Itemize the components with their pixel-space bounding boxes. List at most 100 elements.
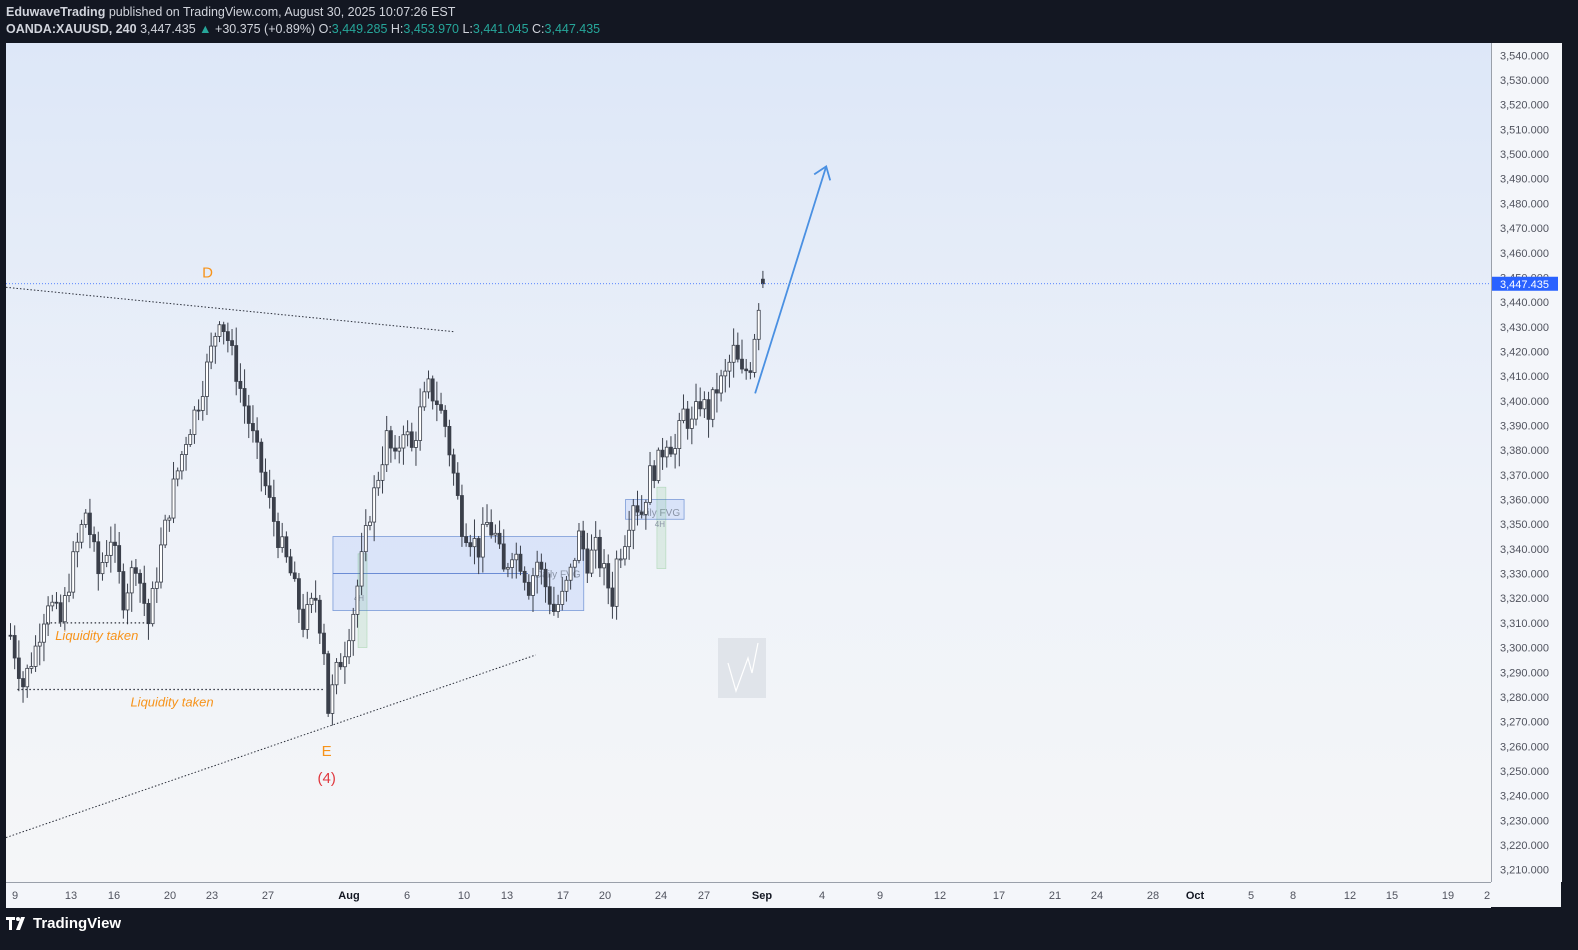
- open-label: O:: [318, 22, 332, 36]
- bear-candle: [142, 582, 147, 604]
- bull-candle: [506, 567, 510, 570]
- bear-candle: [539, 561, 544, 570]
- bull-candle: [422, 391, 427, 408]
- chart-plot-area[interactable]: Daily FVGDaily FVG4H4H Liquidity takenLi…: [6, 43, 1491, 882]
- bull-candle: [67, 591, 71, 597]
- bull-candle: [280, 536, 285, 548]
- bull-candle: [50, 601, 55, 607]
- time-tick-label: 27: [698, 890, 710, 902]
- time-tick-label: 19: [1442, 890, 1454, 902]
- close-label: C:: [532, 22, 545, 36]
- bear-candle: [552, 603, 556, 612]
- price-tick-label: 3,230.000: [1500, 815, 1549, 827]
- time-tick-label: Sep: [752, 890, 772, 902]
- bull-candle: [677, 420, 682, 449]
- bull-candle: [485, 522, 489, 525]
- bull-candle: [179, 454, 184, 472]
- time-tick-label: 20: [599, 890, 611, 902]
- price-tick-label: 3,460.000: [1500, 248, 1549, 260]
- bull-candle: [577, 530, 581, 561]
- bull-candle: [689, 418, 694, 429]
- bull-candle: [719, 375, 723, 394]
- low-label: L:: [462, 22, 473, 36]
- price-tick-label: 3,480.000: [1500, 198, 1549, 210]
- bull-candle: [556, 604, 560, 612]
- price-tick-label: 3,430.000: [1500, 322, 1549, 334]
- tradingview-logo[interactable]: TradingView: [6, 915, 121, 932]
- bear-candle: [276, 521, 280, 548]
- bear-candle: [430, 378, 435, 402]
- bull-candle: [397, 447, 402, 452]
- bear-candle: [246, 405, 251, 424]
- price-change: +30.375 (+0.89%): [215, 22, 316, 36]
- bear-candle: [8, 634, 13, 637]
- open-value: 3,449.285: [331, 22, 388, 36]
- author-name[interactable]: EduwaveTrading: [6, 5, 106, 19]
- bear-candle: [259, 441, 264, 473]
- bull-candle: [589, 549, 594, 574]
- current-price-badge: [1492, 276, 1558, 291]
- bull-candle: [694, 401, 698, 420]
- bear-candle: [501, 543, 506, 570]
- bull-candle: [702, 399, 707, 410]
- bear-candle: [322, 632, 326, 655]
- bear-candle: [669, 446, 673, 455]
- bull-candle: [602, 563, 606, 569]
- bull-candle: [752, 338, 757, 373]
- bear-candle: [146, 603, 151, 625]
- price-tick-label: 3,350.000: [1500, 519, 1549, 531]
- publish-line: EduwaveTrading published on TradingView.…: [6, 4, 600, 21]
- bear-candle: [113, 541, 117, 546]
- bull-candle: [418, 406, 423, 441]
- bull-candle: [347, 640, 351, 658]
- bull-candle: [167, 517, 172, 521]
- bull-candle: [405, 431, 410, 436]
- bull-candle: [681, 408, 686, 421]
- bear-candle: [585, 548, 590, 574]
- bull-candle: [727, 361, 732, 372]
- bull-candle: [372, 487, 377, 523]
- price-tick-label: 3,400.000: [1500, 396, 1549, 408]
- time-tick-label: 12: [1344, 890, 1356, 902]
- bull-candle: [568, 566, 573, 581]
- time-tick-label: 2: [1484, 890, 1490, 902]
- bear-candle: [606, 563, 611, 589]
- bear-candle: [196, 409, 201, 412]
- price-chart-svg[interactable]: Daily FVGDaily FVG4H4H Liquidity takenLi…: [6, 43, 1491, 882]
- bear-candle: [388, 430, 393, 449]
- bear-candle: [451, 454, 456, 474]
- bull-candle: [723, 370, 728, 377]
- wave-e-label: E: [322, 743, 332, 760]
- bull-candle: [154, 581, 159, 589]
- bear-candle: [288, 556, 293, 574]
- bull-candle: [33, 645, 38, 667]
- bull-candle: [380, 464, 385, 481]
- symbol-label[interactable]: OANDA:XAUUSD, 240: [6, 22, 137, 36]
- bear-candle: [543, 568, 548, 588]
- bear-candle: [740, 358, 744, 370]
- bull-candle: [175, 470, 180, 480]
- bear-candle: [121, 571, 126, 611]
- price-tick-label: 3,240.000: [1500, 791, 1549, 803]
- bull-candle: [593, 536, 598, 551]
- bear-candle: [284, 536, 289, 558]
- bear-candle: [238, 380, 243, 389]
- bear-candle: [489, 522, 494, 536]
- bull-candle: [209, 345, 214, 363]
- bear-candle: [497, 532, 502, 545]
- time-tick-label: 5: [1248, 890, 1254, 902]
- time-tick-label: 9: [877, 890, 883, 902]
- price-tick-label: 3,270.000: [1500, 717, 1549, 729]
- time-tick-label: 9: [12, 890, 18, 902]
- bull-candle: [108, 541, 113, 556]
- bear-candle: [744, 368, 749, 372]
- daily-fvg-label-2: Daily FVG: [635, 508, 681, 519]
- bull-candle: [355, 585, 360, 615]
- price-tick-label: 3,360.000: [1500, 495, 1549, 507]
- time-axis[interactable]: 9 13 16 20 23 27 Aug 6 10 13 17 20 24 27 Sep 4 9 12 17 21 24…: [6, 882, 1491, 908]
- ohlc-line: OANDA:XAUUSD, 240 3,447.435 ▲ +30.375 (+…: [6, 21, 600, 38]
- time-tick-label: 10: [458, 890, 470, 902]
- price-axis[interactable]: 3,210.000 3,220.000 3,230.000 3,240.000 3,25…: [1491, 43, 1562, 882]
- time-tick-label: 20: [164, 890, 176, 902]
- price-tick-label: 3,440.000: [1500, 297, 1549, 309]
